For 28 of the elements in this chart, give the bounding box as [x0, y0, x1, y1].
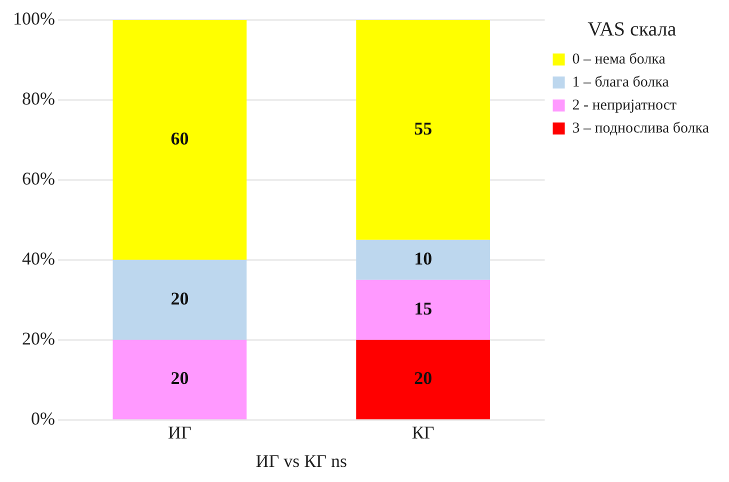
bar [112, 20, 247, 260]
legend-label: 2 - непријатност [572, 97, 678, 114]
data-label: 20 [170, 368, 189, 388]
bar [356, 280, 490, 340]
legend-label: 1 – блага болка [572, 74, 670, 90]
x-tick-label: КГ [412, 422, 434, 442]
bar [356, 340, 490, 420]
y-tick-label: 20% [22, 328, 55, 349]
data-label: 60 [170, 128, 189, 149]
x-axis-title: ИГ vs КГ ns [256, 450, 348, 471]
legend-label: 3 – поднослива болка [572, 120, 710, 136]
y-tick-label: 80% [22, 88, 55, 109]
data-label: 20 [170, 288, 189, 309]
legend-title: VAS скала [588, 18, 676, 40]
data-label: 15 [414, 298, 432, 319]
y-tick-label: 0% [30, 408, 55, 429]
x-tick-label: ИГ [168, 422, 192, 442]
y-tick-label: 60% [22, 168, 55, 189]
data-label: 55 [414, 118, 432, 139]
bar [112, 260, 247, 340]
legend-label: 0 – нема болка [572, 51, 666, 68]
data-label: 20 [414, 368, 432, 388]
y-tick-label: 100% [12, 8, 55, 29]
bar [112, 340, 247, 420]
y-tick-label: 40% [22, 248, 55, 269]
bar [356, 20, 490, 240]
bar [356, 240, 490, 280]
data-label: 10 [414, 248, 432, 269]
